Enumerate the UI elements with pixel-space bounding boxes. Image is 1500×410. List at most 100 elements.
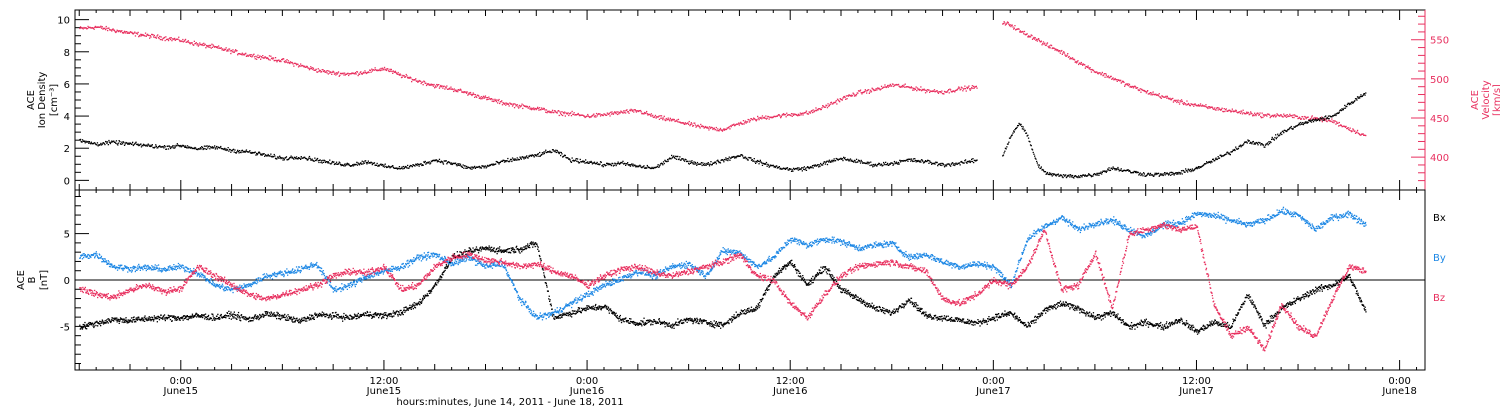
velocity-point <box>886 86 888 88</box>
density-point <box>1124 169 1126 171</box>
density-point <box>422 164 424 166</box>
bx-point <box>355 314 357 316</box>
bx-point <box>175 317 177 319</box>
density-point <box>535 154 537 156</box>
velocity-point <box>1316 117 1318 119</box>
density-point <box>1304 121 1307 123</box>
density-point <box>595 163 597 165</box>
velocity-point <box>126 31 128 33</box>
velocity-point <box>630 108 632 110</box>
velocity-point <box>118 30 120 32</box>
velocity-point <box>495 100 497 103</box>
velocity-point <box>218 47 220 49</box>
density-point <box>873 165 875 167</box>
density-point <box>280 157 282 160</box>
velocity-point <box>804 112 806 114</box>
velocity-point <box>910 87 912 89</box>
bx-point <box>364 314 366 317</box>
velocity-point <box>788 114 791 116</box>
velocity-point <box>828 104 831 106</box>
density-point <box>1149 174 1151 176</box>
density-point <box>367 160 369 162</box>
density-point <box>1004 147 1007 149</box>
density-point <box>477 166 479 168</box>
density-point <box>157 147 159 149</box>
bx-point <box>309 318 311 320</box>
density-point <box>115 140 118 142</box>
velocity-point <box>791 115 793 117</box>
density-point <box>369 162 371 164</box>
density-point <box>639 165 642 167</box>
bx-point <box>184 315 186 317</box>
velocity-point <box>114 30 116 33</box>
velocity-point <box>554 110 556 112</box>
bx-point <box>261 315 263 318</box>
density-point <box>732 156 734 158</box>
density-point <box>688 162 690 164</box>
velocity-point <box>461 91 463 93</box>
density-point <box>92 142 95 145</box>
velocity-point <box>734 124 736 126</box>
density-point <box>570 161 573 163</box>
bx-point <box>302 319 304 321</box>
density-point <box>615 164 617 167</box>
bx-point <box>360 315 362 317</box>
velocity-point <box>243 53 245 55</box>
velocity-point <box>312 67 315 69</box>
density-point <box>1046 172 1048 174</box>
velocity-point <box>298 65 300 67</box>
velocity-point <box>612 113 614 115</box>
density-point <box>818 164 820 166</box>
velocity-point <box>92 27 94 29</box>
velocity-point <box>1141 89 1143 91</box>
velocity-point <box>1166 97 1168 99</box>
velocity-point <box>562 114 564 117</box>
velocity-point <box>330 71 332 74</box>
velocity-point <box>170 37 172 39</box>
density-point <box>436 159 438 161</box>
density-point <box>725 159 728 161</box>
velocity-point <box>403 75 405 77</box>
velocity-point <box>201 43 204 45</box>
velocity-point <box>929 90 931 92</box>
density-point <box>278 157 280 159</box>
velocity-point <box>632 109 634 111</box>
density-point <box>1154 172 1156 174</box>
velocity-point <box>209 44 212 47</box>
density-point <box>1028 140 1030 142</box>
density-point <box>530 155 533 157</box>
density-point <box>334 163 336 165</box>
density-point <box>387 166 389 168</box>
velocity-point <box>929 91 931 93</box>
bx-point <box>153 318 155 321</box>
velocity-point <box>682 122 684 124</box>
bx-point <box>152 318 154 321</box>
bx-point <box>309 317 312 319</box>
velocity-point <box>694 122 696 124</box>
velocity-point <box>963 87 965 90</box>
density-point <box>1185 168 1187 170</box>
velocity-point <box>919 89 921 91</box>
velocity-point <box>898 85 900 87</box>
density-point <box>185 146 187 148</box>
velocity-point <box>688 123 690 125</box>
density-point <box>375 164 377 166</box>
velocity-point <box>497 102 499 104</box>
velocity-point <box>1262 116 1264 119</box>
velocity-point <box>181 40 183 43</box>
velocity-point <box>295 64 298 66</box>
density-point <box>698 163 700 165</box>
velocity-point <box>360 71 362 73</box>
density-point <box>1242 144 1244 146</box>
density-point <box>684 158 686 160</box>
density-point <box>1006 146 1008 148</box>
density-point <box>612 165 615 167</box>
density-point <box>726 158 728 160</box>
velocity-point <box>246 54 248 56</box>
velocity-point <box>384 69 386 71</box>
velocity-point <box>1087 65 1089 67</box>
velocity-point <box>325 70 327 72</box>
velocity-point <box>1245 113 1247 115</box>
velocity-point <box>123 31 125 34</box>
bx-point <box>129 321 131 323</box>
